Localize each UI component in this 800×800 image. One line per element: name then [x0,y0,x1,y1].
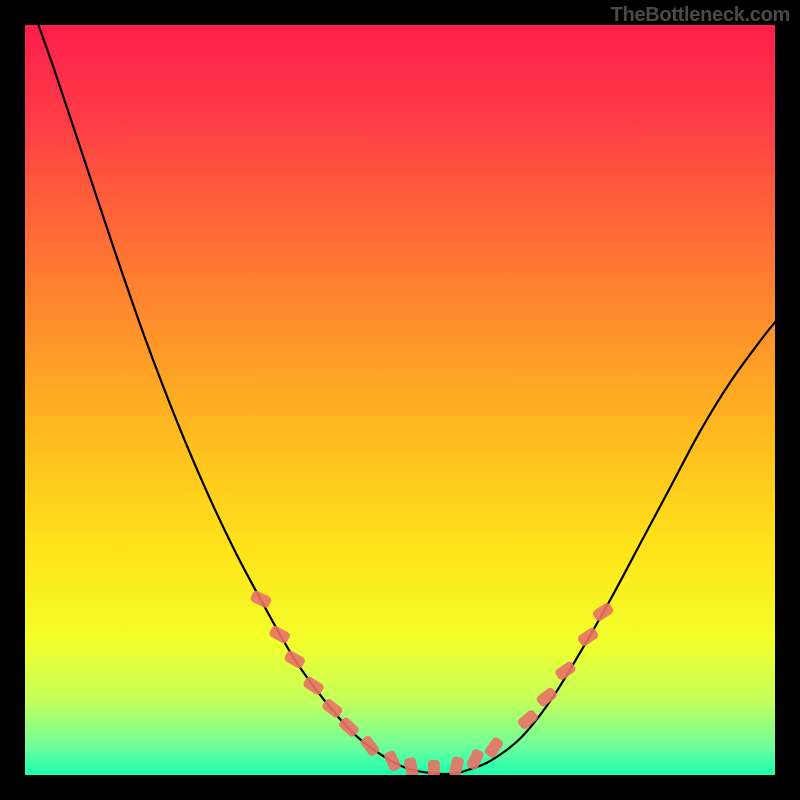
bottleneck-chart [0,0,800,800]
chart-container: TheBottleneck.com [0,0,800,800]
watermark-text: TheBottleneck.com [611,4,790,27]
